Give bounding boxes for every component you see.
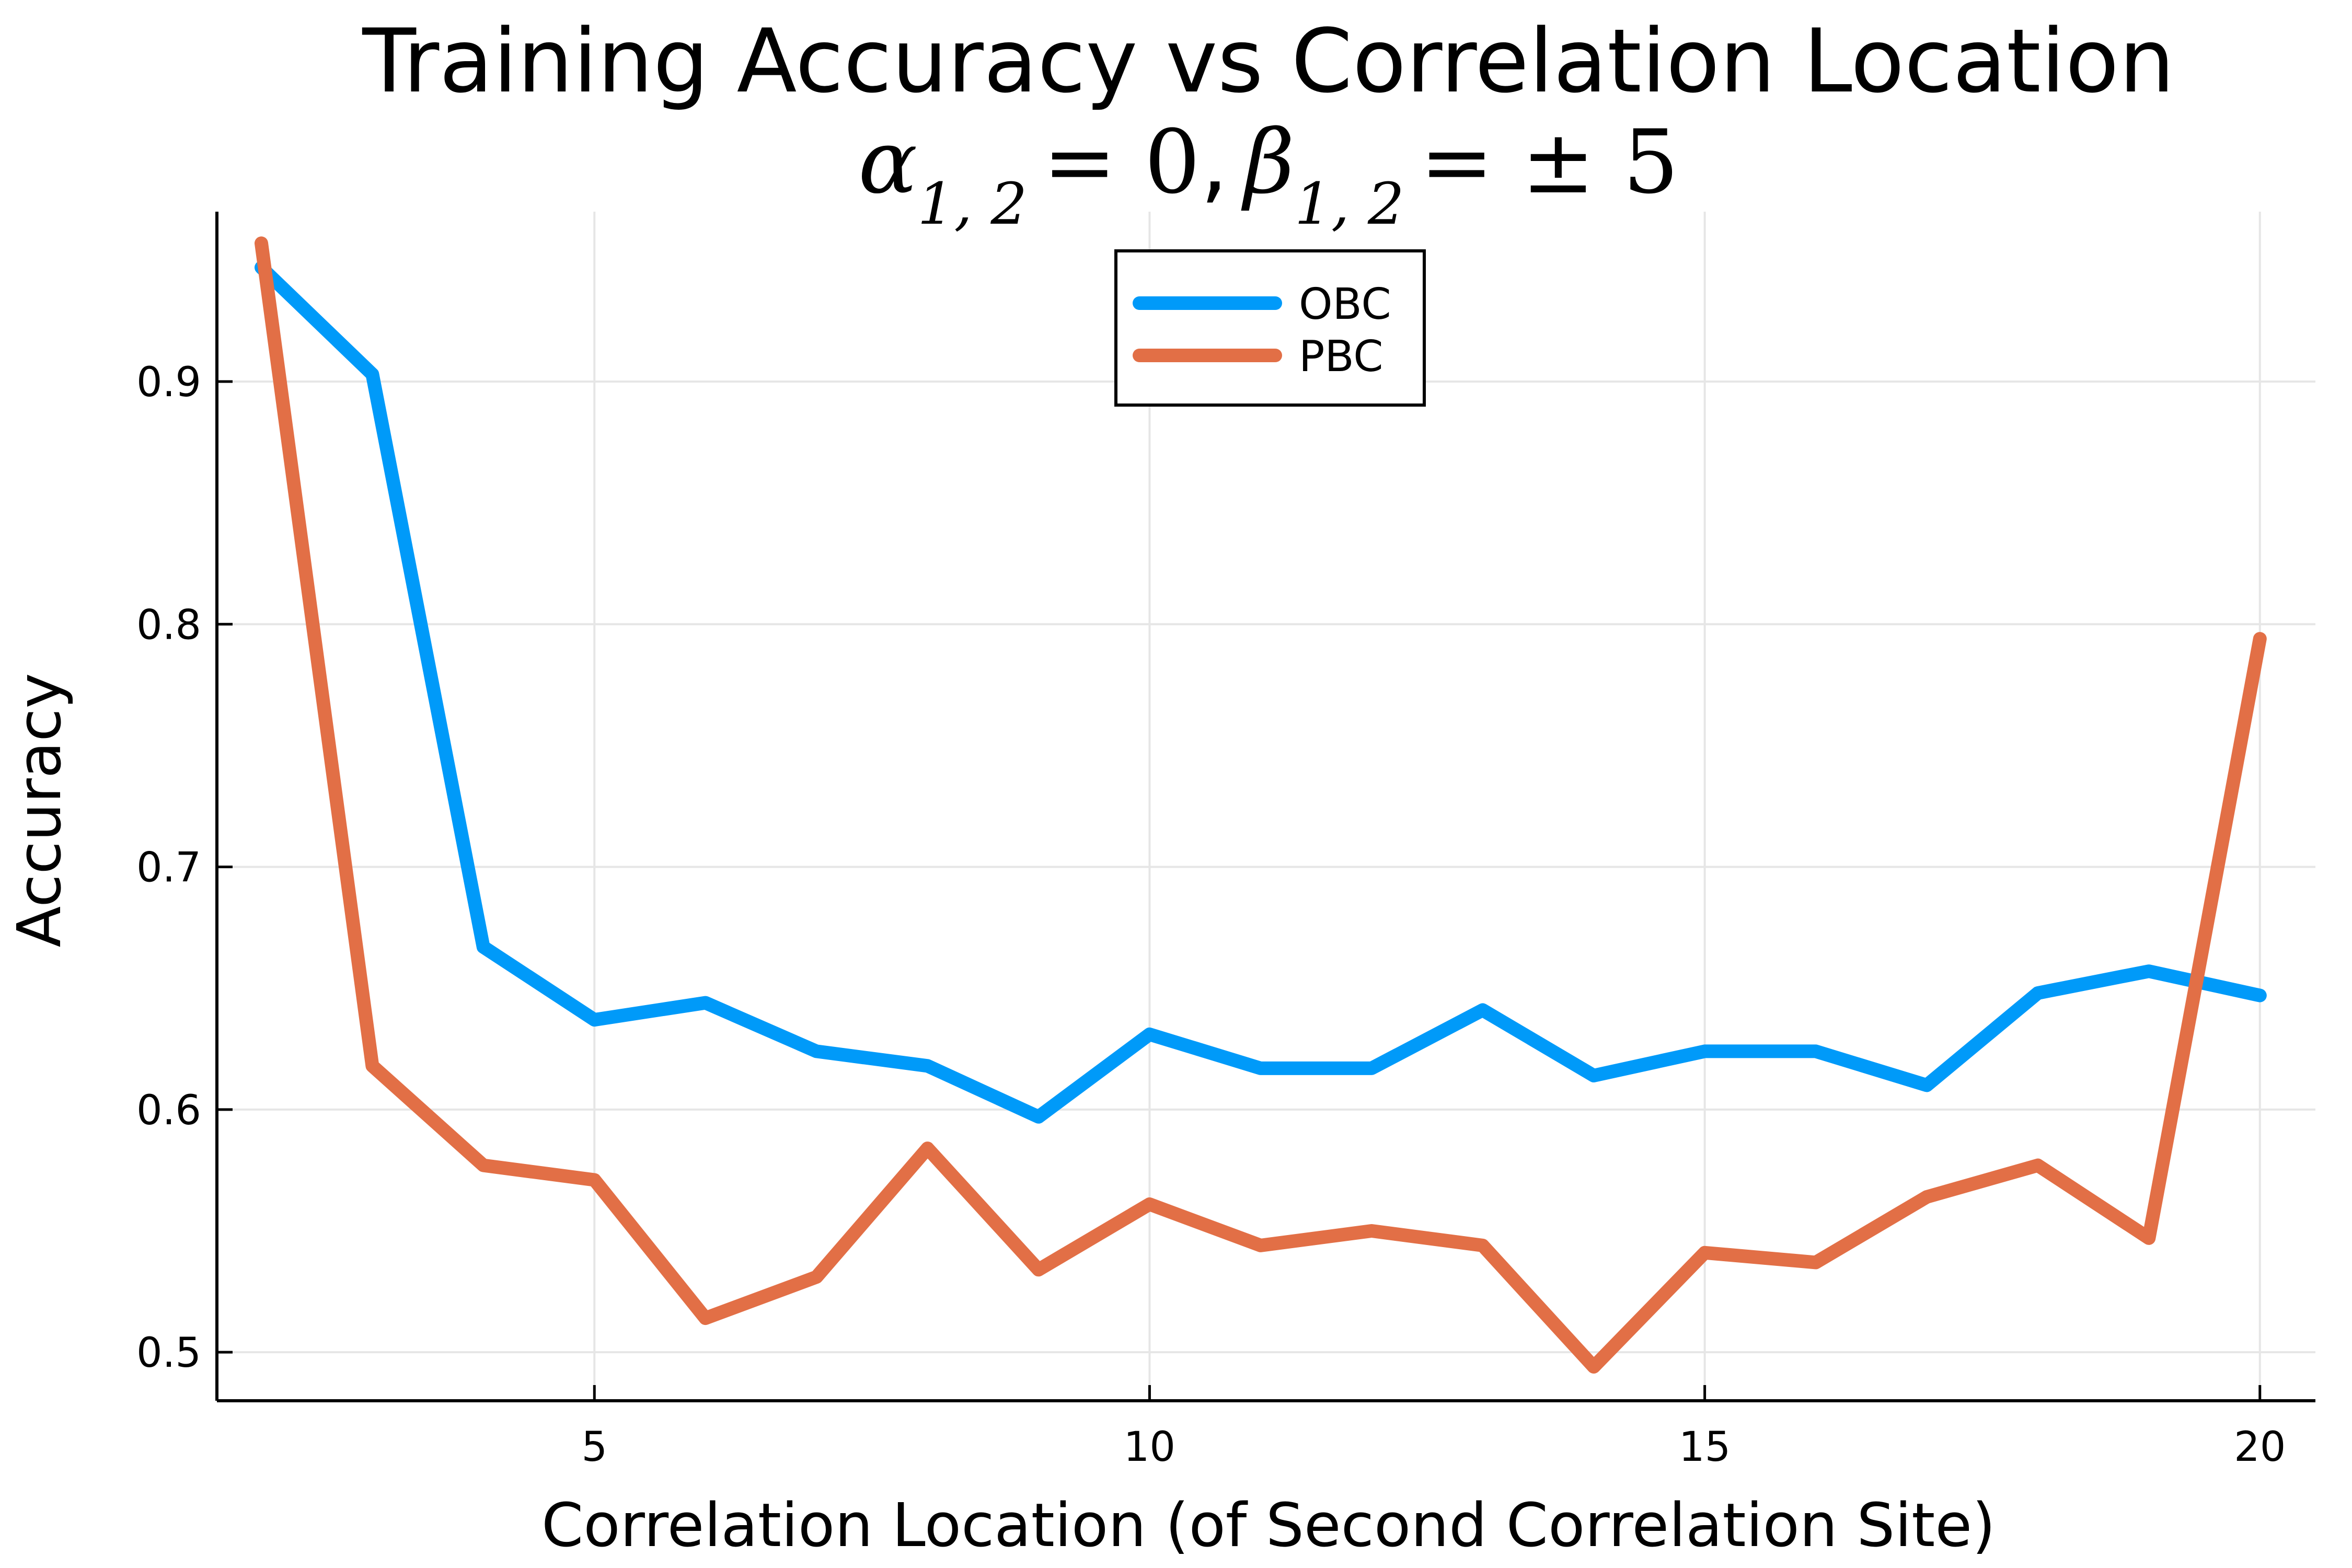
chart-subtitle: α1, 2 = 0, β1, 2 = ± 5: [858, 111, 1679, 237]
subtitle-alpha: α: [858, 111, 917, 213]
series-lines: [255, 236, 2267, 1374]
subtitle-alpha-subscript: 1, 2: [917, 170, 1027, 237]
y-tick-label-3: 0.8: [136, 602, 201, 649]
x-axis-ticks: 5 10 15 20: [581, 1385, 2286, 1471]
x-axis-label: Correlation Location (of Second Correlat…: [541, 1491, 1996, 1561]
x-tick-label-0: 5: [581, 1424, 607, 1471]
y-tick-label-1: 0.6: [136, 1087, 201, 1134]
subtitle-beta-subscript: 1, 2: [1295, 170, 1404, 237]
legend-label-obc: OBC: [1299, 280, 1391, 329]
legend-box: [1114, 249, 1426, 407]
subtitle-beta: β: [1241, 111, 1295, 213]
y-tick-label-4: 0.9: [136, 359, 201, 406]
x-tick-label-3: 20: [2234, 1424, 2286, 1471]
subtitle-beta-value: = ± 5: [1420, 111, 1679, 213]
legend-label-pbc: PBC: [1299, 332, 1383, 382]
x-tick-label-1: 10: [1124, 1424, 1175, 1471]
y-tick-label-0: 0.5: [136, 1330, 201, 1377]
subtitle-separator: ,: [1200, 111, 1228, 213]
y-tick-label-2: 0.7: [136, 845, 201, 892]
x-tick-label-2: 15: [1679, 1424, 1731, 1471]
subtitle-alpha-value: = 0: [1043, 111, 1200, 213]
series-line-obc: [255, 260, 2267, 1124]
y-axis-ticks: 0.5 0.6 0.7 0.8 0.9: [136, 359, 233, 1377]
series-line-pbc: [255, 236, 2267, 1374]
y-axis-label: Accuracy: [5, 673, 75, 947]
axes: [215, 212, 2315, 1402]
chart-title: Training Accuracy vs Correlation Locatio…: [362, 10, 2174, 112]
